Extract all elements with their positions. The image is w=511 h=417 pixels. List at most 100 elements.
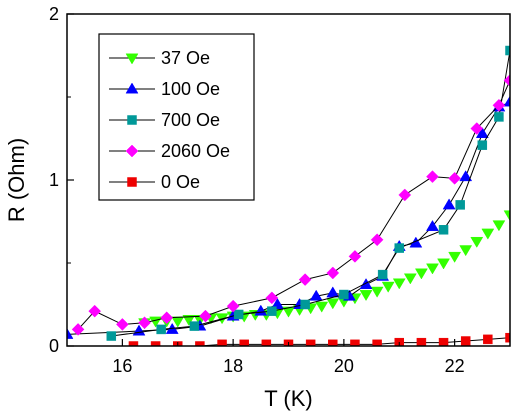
x-axis-title: T (K) xyxy=(264,386,312,411)
data-point xyxy=(372,339,382,346)
data-point xyxy=(416,337,427,346)
data-point xyxy=(326,286,340,298)
data-point xyxy=(265,291,279,305)
data-point xyxy=(239,339,249,346)
data-point xyxy=(370,286,384,298)
data-point xyxy=(470,236,484,248)
data-point xyxy=(460,336,471,346)
data-point xyxy=(261,339,272,346)
series-line xyxy=(133,337,510,346)
data-point xyxy=(448,251,462,263)
y-tick-label: 1 xyxy=(49,170,59,190)
data-point xyxy=(328,339,338,346)
data-point xyxy=(326,266,340,280)
legend-marker xyxy=(127,115,137,125)
legend-box xyxy=(98,33,255,201)
data-point xyxy=(392,278,406,290)
data-point xyxy=(195,341,205,346)
data-point xyxy=(300,299,310,310)
x-tick-label: 18 xyxy=(223,356,243,376)
data-point xyxy=(315,301,329,313)
data-point xyxy=(88,304,102,318)
data-point xyxy=(267,306,277,316)
data-point xyxy=(359,290,373,302)
data-point xyxy=(492,220,506,232)
data-point xyxy=(426,170,439,184)
data-point xyxy=(505,332,510,343)
data-point xyxy=(483,334,493,345)
data-point xyxy=(426,219,439,231)
data-point xyxy=(116,318,129,331)
data-point xyxy=(156,324,166,335)
data-point xyxy=(160,311,174,325)
series-4 xyxy=(128,332,510,346)
data-point xyxy=(455,200,465,210)
data-point xyxy=(370,233,384,247)
data-point xyxy=(459,245,473,257)
data-point xyxy=(326,298,340,310)
data-point xyxy=(150,341,161,346)
data-point xyxy=(339,289,349,300)
data-point xyxy=(481,228,495,240)
data-point xyxy=(282,306,295,318)
data-point xyxy=(270,298,284,309)
y-tick-label: 0 xyxy=(49,336,59,356)
series-0 xyxy=(138,210,510,330)
data-point xyxy=(492,98,506,112)
data-point xyxy=(438,225,449,235)
data-point xyxy=(426,263,439,275)
data-point xyxy=(182,314,196,326)
legend-marker xyxy=(127,177,137,187)
series-2 xyxy=(106,45,510,341)
data-point xyxy=(226,299,240,313)
legend-label: 100 Oe xyxy=(161,79,220,99)
data-point xyxy=(189,321,200,331)
axis-ticks: 16 18 20 22 0 1 2 xyxy=(49,4,511,376)
data-point xyxy=(217,339,227,346)
series-3 xyxy=(71,74,510,336)
x-tick-label: 16 xyxy=(112,356,132,376)
data-point xyxy=(309,289,323,301)
data-point xyxy=(350,339,360,346)
y-axis-title: R (Ohm) xyxy=(4,138,29,222)
legend-marker xyxy=(125,144,139,158)
x-tick-label: 22 xyxy=(445,356,465,376)
data-point xyxy=(128,341,139,346)
data-point xyxy=(503,210,510,222)
data-point xyxy=(67,327,74,339)
data-point xyxy=(475,127,489,138)
legend: 37 Oe 100 Oe 700 Oe 2060 Oe 0 Oe xyxy=(98,33,255,201)
series-line xyxy=(111,50,510,337)
legend-marker xyxy=(125,82,139,94)
plot-series-layer xyxy=(67,45,510,346)
y-tick-label: 2 xyxy=(49,4,59,24)
data-point xyxy=(459,170,473,182)
data-point xyxy=(403,273,417,285)
data-point xyxy=(377,269,388,280)
data-point xyxy=(298,273,312,286)
data-point xyxy=(438,337,449,346)
data-point xyxy=(448,171,461,185)
data-point xyxy=(477,140,488,150)
data-point xyxy=(437,258,450,270)
data-point xyxy=(503,74,510,87)
legend-label: 700 Oe xyxy=(161,110,220,130)
data-point xyxy=(470,122,484,135)
data-point xyxy=(398,188,412,202)
legend-label: 2060 Oe xyxy=(161,141,230,161)
data-point xyxy=(305,339,316,346)
data-point xyxy=(394,243,404,253)
data-point xyxy=(348,250,362,263)
data-point xyxy=(505,45,510,56)
data-point xyxy=(233,309,244,320)
data-point xyxy=(442,198,456,210)
data-point xyxy=(71,323,85,336)
legend-marker xyxy=(125,53,139,65)
x-tick-label: 20 xyxy=(334,356,354,376)
legend-label: 37 Oe xyxy=(161,48,210,68)
data-point xyxy=(494,112,504,122)
data-point xyxy=(106,331,117,341)
data-point xyxy=(199,309,212,323)
data-point xyxy=(414,268,428,280)
